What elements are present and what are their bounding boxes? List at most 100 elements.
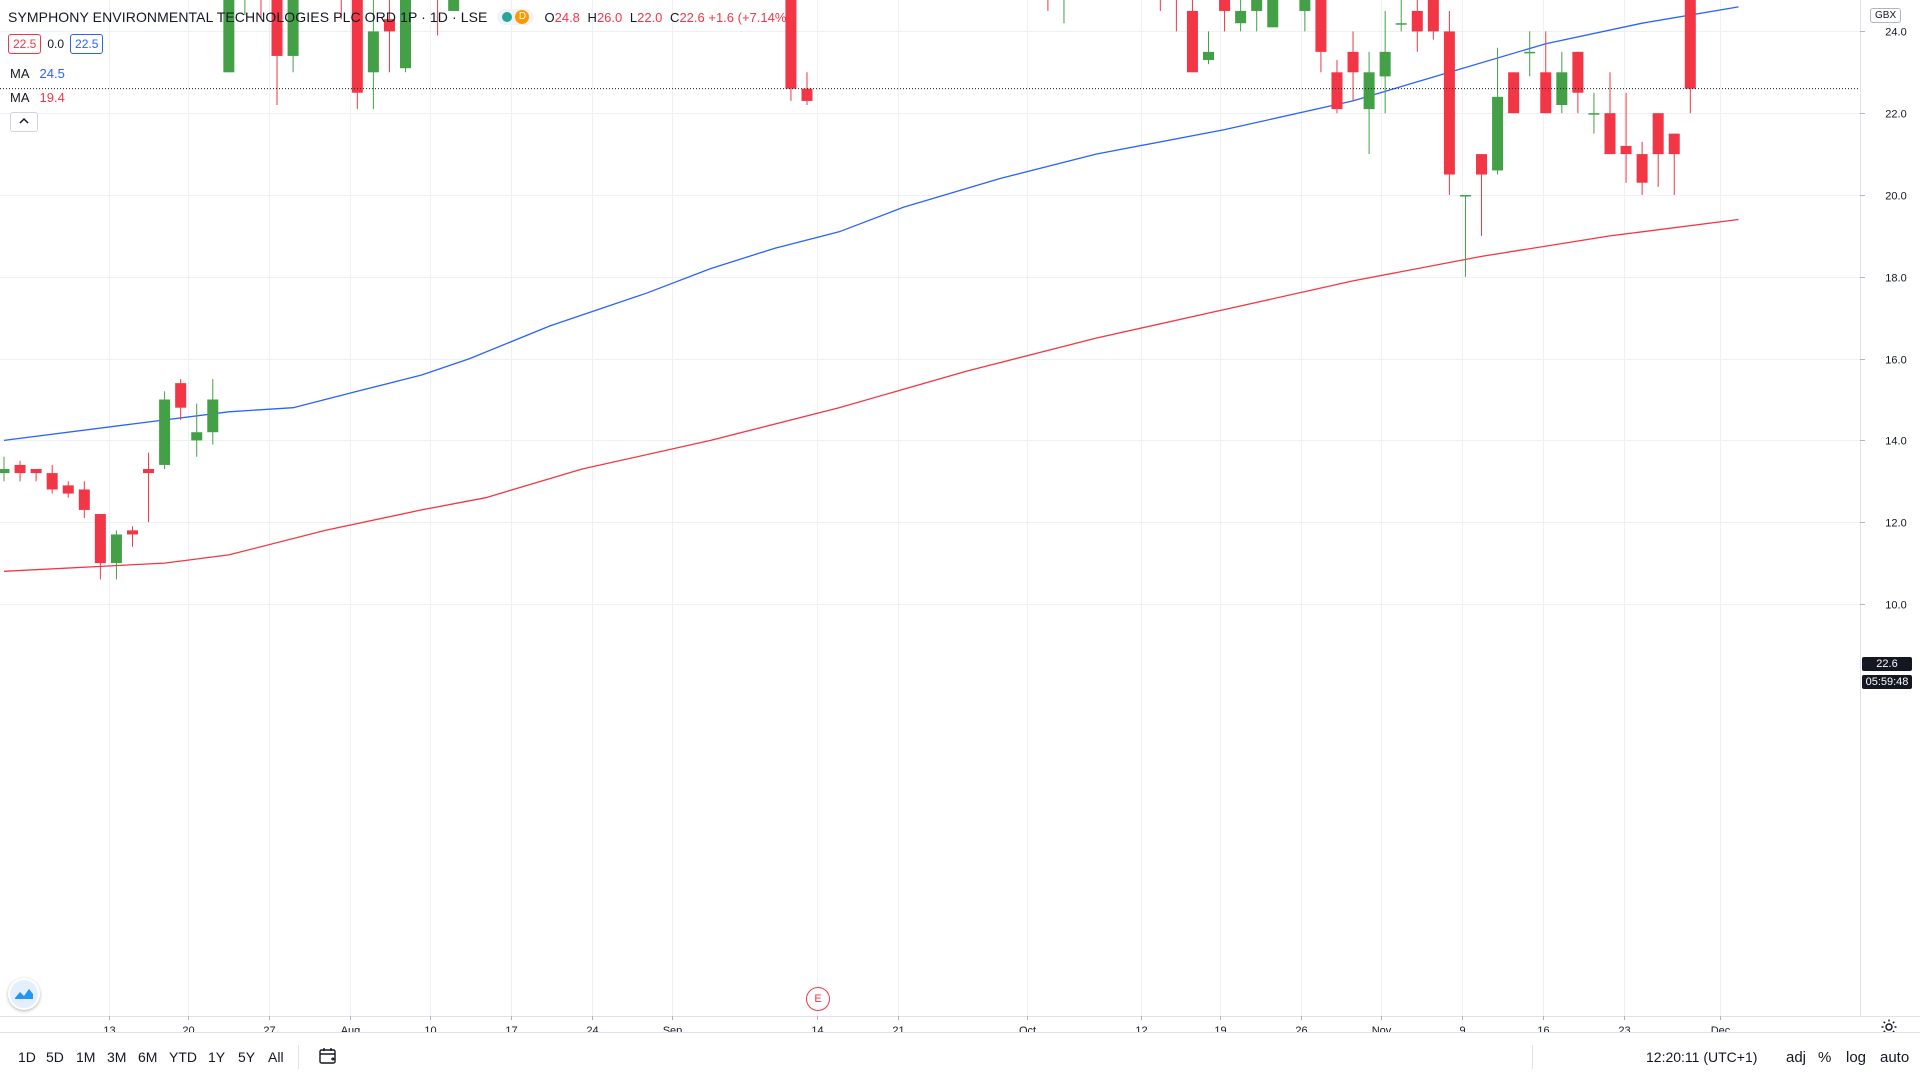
candle-body xyxy=(0,469,10,474)
candle xyxy=(1063,0,1065,24)
market-status-pill[interactable]: D xyxy=(497,9,535,25)
candle xyxy=(1476,154,1488,236)
price-tick-label: 24.0 xyxy=(1885,27,1906,39)
log-toggle[interactable]: log xyxy=(1846,1049,1867,1066)
candle-body xyxy=(367,31,379,73)
chart-legend-header: SYMPHONY ENVIRONMENTAL TECHNOLOGIES PLC … xyxy=(8,9,795,25)
price-tick-label: 18.0 xyxy=(1885,273,1906,285)
price-axis[interactable]: 10.012.014.016.018.020.022.024.026.028.0… xyxy=(1860,0,1907,612)
ohlc-high-label: H xyxy=(587,9,597,25)
price-tick-label: 16.0 xyxy=(1885,355,1906,367)
candle-body xyxy=(1315,0,1327,52)
candle-body xyxy=(1604,113,1616,155)
candle xyxy=(223,0,235,73)
candle xyxy=(1588,92,1600,134)
chevron-up-icon xyxy=(19,117,29,124)
candle xyxy=(110,530,122,580)
range-1d-button[interactable]: 1D xyxy=(18,1049,36,1065)
range-ytd-button[interactable]: YTD xyxy=(169,1049,197,1065)
time-tick-label: 19 xyxy=(1214,1025,1226,1032)
earnings-marker[interactable]: E xyxy=(806,987,830,1011)
time-axis[interactable]: 13 20 27 Aug 10 17 24 Sep 14 21 Oct 12 19 26 Nov 9 16 23 D… xyxy=(103,1016,1731,1032)
ohlc-close-label: C xyxy=(670,9,680,25)
candle-body xyxy=(46,473,58,490)
candle-body xyxy=(30,469,42,474)
time-tick-label: 23 xyxy=(1618,1025,1630,1032)
percent-toggle[interactable]: % xyxy=(1818,1049,1832,1066)
adj-toggle[interactable]: adj xyxy=(1786,1049,1807,1066)
range-5y-button[interactable]: 5Y xyxy=(238,1049,256,1065)
range-1m-button[interactable]: 1M xyxy=(76,1049,96,1065)
candle-body xyxy=(175,383,187,408)
candle xyxy=(351,0,363,110)
auto-toggle[interactable]: auto xyxy=(1880,1049,1910,1066)
candle xyxy=(1443,10,1455,195)
buy-price-button[interactable]: 22.5 xyxy=(70,34,104,54)
candle-body xyxy=(785,0,797,89)
candle xyxy=(367,0,379,110)
candle xyxy=(1299,0,1311,32)
time-tick-label: 14 xyxy=(811,1025,823,1032)
candle-body xyxy=(801,88,813,101)
candle xyxy=(159,391,171,470)
candle xyxy=(448,0,460,11)
indicator-ma-slow[interactable]: MA 19.4 xyxy=(10,90,65,105)
candle xyxy=(0,456,10,482)
candle xyxy=(271,0,283,106)
candle xyxy=(437,0,439,36)
range-all-button[interactable]: All xyxy=(268,1049,284,1065)
candle-body xyxy=(1331,72,1343,110)
range-1y-button[interactable]: 1Y xyxy=(208,1049,226,1065)
candle xyxy=(1186,0,1198,73)
time-tick-label: Oct xyxy=(1019,1025,1036,1032)
candle-body xyxy=(159,399,171,465)
ohlc-values: O24.8 H26.0 L22.0 C22.6 +1.6 (+7.14%) xyxy=(544,10,794,25)
candle-body xyxy=(383,19,395,32)
sell-price-button[interactable]: 22.5 xyxy=(8,34,42,54)
candle-body xyxy=(1347,51,1359,73)
range-6m-button[interactable]: 6M xyxy=(138,1049,158,1065)
time-tick-label: 17 xyxy=(505,1025,517,1032)
candle xyxy=(191,403,203,457)
indicator-ma-fast[interactable]: MA 24.5 xyxy=(10,66,65,81)
quote-box: 22.5 0.0 22.5 xyxy=(8,34,104,54)
toolbar-divider xyxy=(298,1045,299,1069)
currency-label[interactable]: GBX xyxy=(1870,8,1902,23)
range-3m-button[interactable]: 3M xyxy=(107,1049,127,1065)
candle xyxy=(30,469,42,482)
timezone-clock[interactable]: 12:20:11 (UTC+1) xyxy=(1646,1049,1758,1065)
candle-body xyxy=(143,469,155,474)
candle xyxy=(1347,31,1359,101)
candle xyxy=(400,0,411,73)
candle xyxy=(207,379,219,445)
candle-body xyxy=(271,0,283,56)
tradingview-logo[interactable] xyxy=(8,978,40,1010)
range-5d-button[interactable]: 5D xyxy=(46,1049,64,1065)
candle-body xyxy=(1508,72,1520,114)
collapse-legend-button[interactable] xyxy=(10,112,38,132)
chart-settings-button[interactable] xyxy=(1880,1018,1898,1041)
price-tick-label: 10.0 xyxy=(1885,600,1906,612)
candle xyxy=(1684,0,1696,114)
time-tick-label: 21 xyxy=(892,1025,904,1032)
candle xyxy=(78,481,90,519)
candle-body xyxy=(62,485,74,494)
candle xyxy=(1556,51,1568,114)
candle xyxy=(1175,0,1177,32)
candle-body xyxy=(1411,10,1423,32)
candle-body xyxy=(191,432,203,441)
bar-countdown-label: 05:59:48 xyxy=(1862,675,1912,689)
candle-body xyxy=(223,0,235,73)
candle-body xyxy=(1219,0,1231,11)
symbol-title[interactable]: SYMPHONY ENVIRONMENTAL TECHNOLOGIES PLC … xyxy=(8,9,488,25)
candle xyxy=(1235,0,1247,32)
indicator-name: MA xyxy=(10,90,30,105)
candlestick-chart[interactable]: 10.012.014.016.018.020.022.024.026.028.0… xyxy=(0,0,1920,1032)
candle xyxy=(14,460,26,482)
candle-body xyxy=(1235,10,1247,24)
interval-badge: D xyxy=(515,10,530,24)
candle xyxy=(785,0,797,101)
calendar-icon[interactable] xyxy=(318,1046,338,1066)
candle xyxy=(1492,47,1504,175)
ohlc-low-value: 22.0 xyxy=(637,9,663,25)
